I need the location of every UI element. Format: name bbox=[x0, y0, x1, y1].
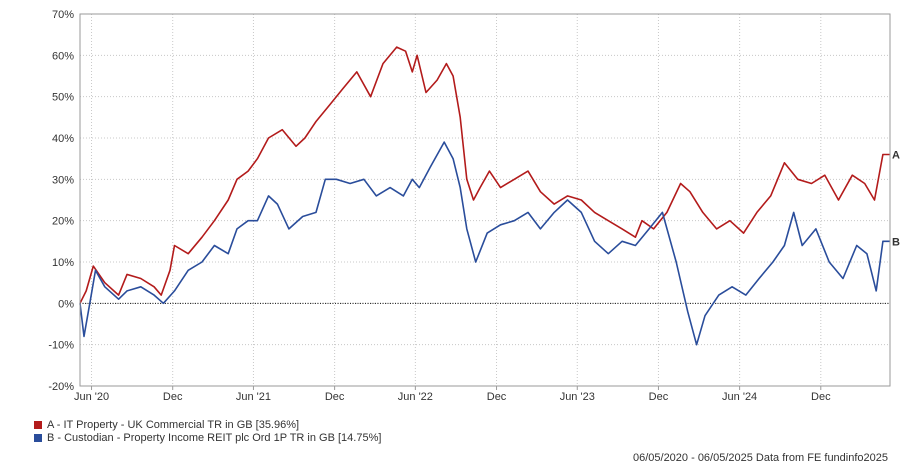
x-tick-label: Jun '23 bbox=[560, 391, 595, 403]
x-tick-label: Dec bbox=[649, 391, 669, 403]
legend-item-a: A - IT Property - UK Commercial TR in GB… bbox=[34, 418, 381, 431]
x-tick-label: Jun '24 bbox=[722, 391, 757, 403]
x-tick-label: Dec bbox=[487, 391, 507, 403]
y-axis: 70% 60% 50% 40% 30% 20% 10% 0% -10% -20% bbox=[48, 9, 74, 393]
x-tick-label: Dec bbox=[163, 391, 183, 403]
series-end-label-b: B bbox=[892, 236, 900, 248]
x-tick-label: Dec bbox=[325, 391, 345, 403]
y-tick-label: -20% bbox=[48, 381, 74, 393]
x-tick-label: Jun '20 bbox=[74, 391, 109, 403]
series-end-label-a: A bbox=[892, 150, 900, 162]
series-line-b bbox=[79, 141, 890, 346]
y-tick-label: 70% bbox=[52, 9, 74, 21]
x-tick-label: Jun '22 bbox=[398, 391, 433, 403]
y-tick-label: 10% bbox=[52, 257, 74, 269]
legend-item-b: B - Custodian - Property Income REIT plc… bbox=[34, 431, 381, 444]
y-tick-label: 20% bbox=[52, 216, 74, 228]
y-tick-label: 50% bbox=[52, 92, 74, 104]
y-tick-label: 40% bbox=[52, 133, 74, 145]
x-axis: Jun '20 Dec Jun '21 Dec Jun '22 Dec Jun '23 Dec… bbox=[74, 386, 831, 403]
x-tick-label: Dec bbox=[811, 391, 831, 403]
y-tick-label: -10% bbox=[48, 340, 74, 352]
legend-swatch-b bbox=[34, 433, 42, 442]
series-line-a bbox=[79, 46, 890, 304]
legend: A - IT Property - UK Commercial TR in GB… bbox=[34, 418, 381, 444]
legend-label-b: B - Custodian - Property Income REIT plc… bbox=[47, 431, 382, 444]
y-tick-label: 30% bbox=[52, 174, 74, 186]
legend-swatch-a bbox=[34, 420, 42, 429]
series-lines bbox=[79, 46, 890, 346]
grid-lines bbox=[80, 13, 890, 387]
legend-label-a: A - IT Property - UK Commercial TR in GB… bbox=[47, 418, 300, 431]
x-tick-label: Jun '21 bbox=[236, 391, 271, 403]
footer-date-range: 06/05/2020 - 06/05/2025 Data from FE fun… bbox=[632, 452, 888, 464]
line-chart: 70% 60% 50% 40% 30% 20% 10% 0% -10% -20% Jun '20 D… bbox=[48, 9, 900, 403]
y-tick-label: 60% bbox=[52, 50, 74, 62]
series-end-labels: AB bbox=[892, 150, 900, 249]
y-tick-label: 0% bbox=[58, 298, 74, 310]
plot-frame bbox=[79, 13, 891, 387]
